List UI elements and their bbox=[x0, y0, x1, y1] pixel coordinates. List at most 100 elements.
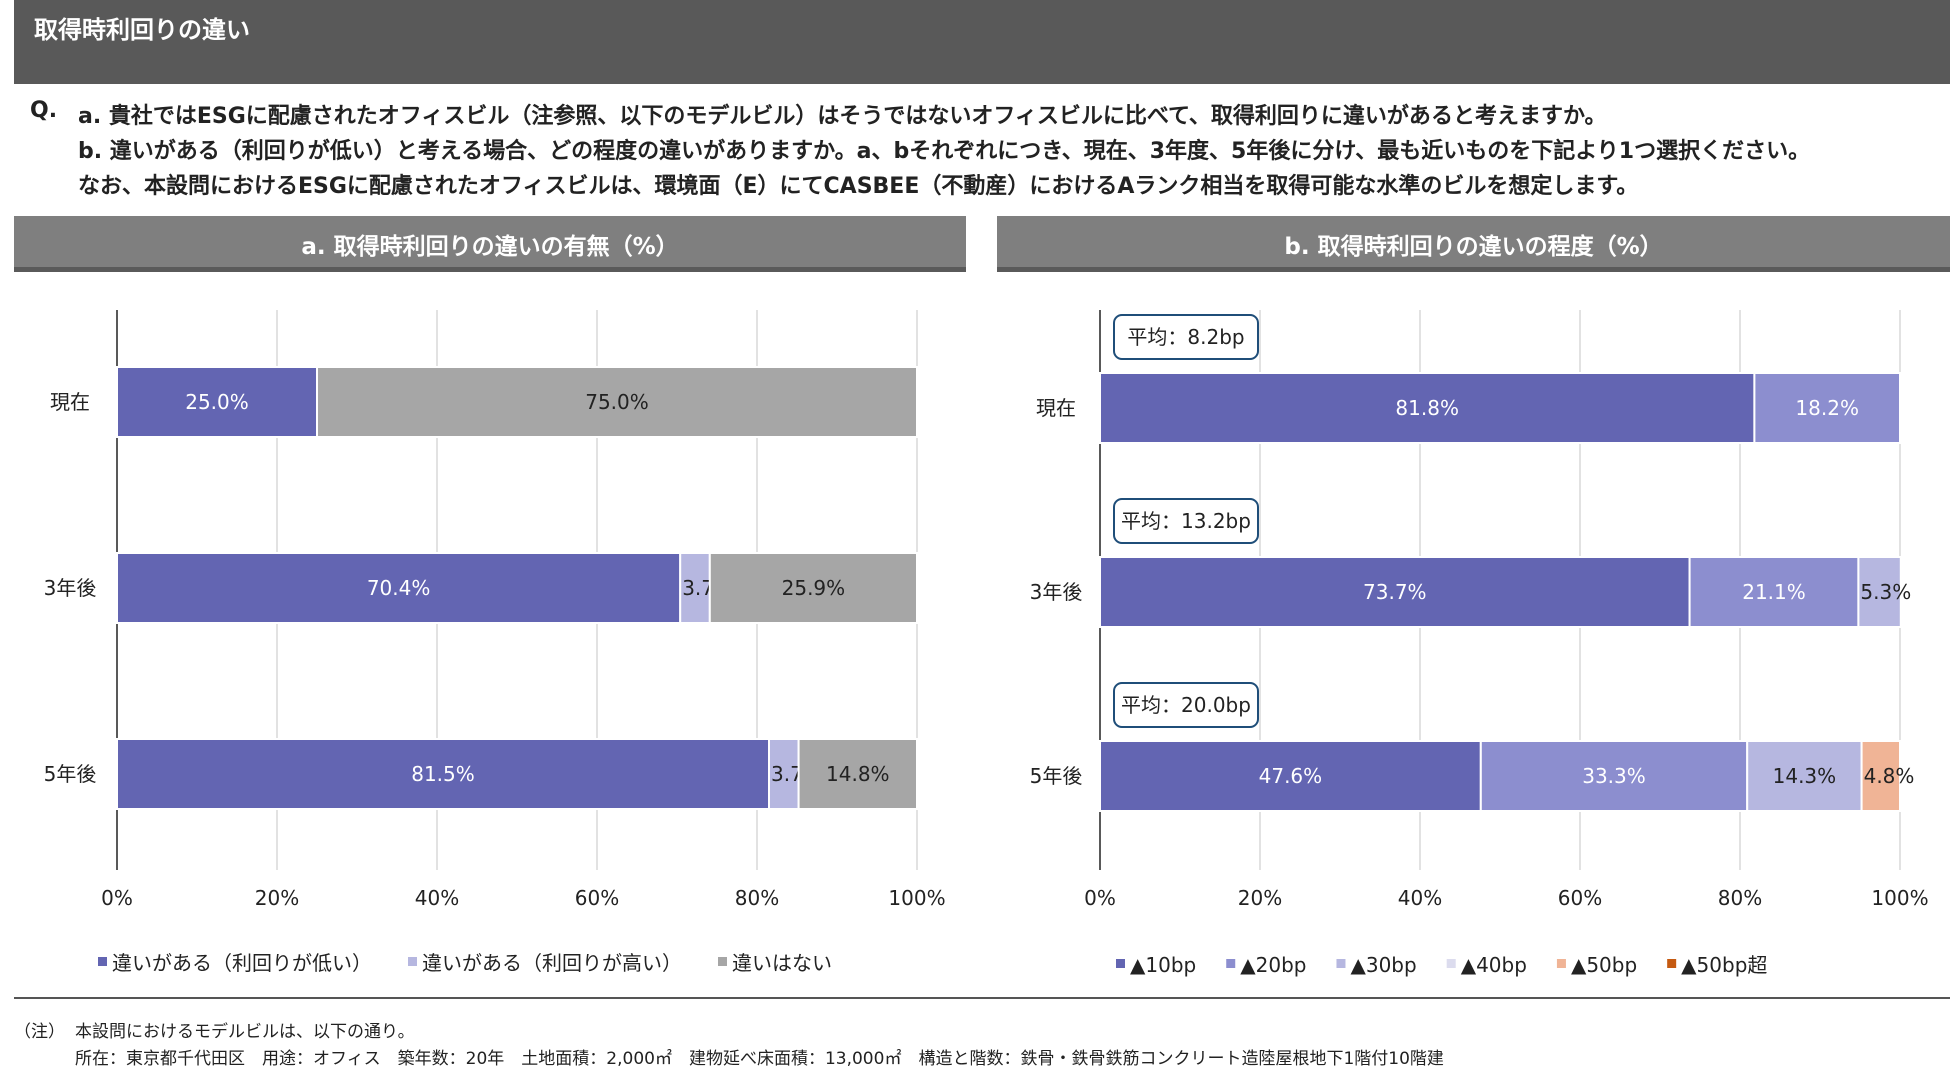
legend-item: 違いはない bbox=[718, 951, 832, 975]
data-label: 25.9% bbox=[782, 576, 846, 600]
x-tick-label: 40% bbox=[415, 886, 459, 910]
bar-segment bbox=[116, 366, 318, 438]
legend-item: 違いがある（利回りが高い） bbox=[408, 951, 682, 975]
bar-segment bbox=[316, 366, 918, 438]
average-badge-text: 平均：13.2bp bbox=[1121, 509, 1251, 533]
bar-segment bbox=[797, 738, 918, 810]
footnote-line-2: 所在：東京都千代田区 用途：オフィス 築年数：20年 土地面積：2,000㎡ 建… bbox=[75, 1049, 1444, 1069]
data-label: 5.3% bbox=[1860, 580, 1911, 604]
average-badge-text: 平均：20.0bp bbox=[1121, 693, 1251, 717]
question-line-1: a. 貴社ではESGに配慮されたオフィスビル（注参照、以下のモデルビル）はそうで… bbox=[78, 104, 1607, 129]
x-tick-label: 80% bbox=[1718, 886, 1762, 910]
bar-segment bbox=[1860, 740, 1901, 812]
x-tick-label: 80% bbox=[735, 886, 779, 910]
legend-swatch bbox=[1116, 959, 1125, 968]
x-tick-label: 20% bbox=[255, 886, 299, 910]
bar-segment bbox=[679, 552, 711, 624]
legend-label: 違いがある（利回りが低い） bbox=[112, 951, 372, 975]
bar-segment bbox=[1479, 740, 1749, 812]
legend-label: ▲10bp bbox=[1130, 953, 1196, 977]
average-badge-box bbox=[1113, 498, 1259, 544]
footnote-divider bbox=[14, 997, 1950, 999]
question-prefix: Q. bbox=[30, 98, 58, 123]
x-tick-label: 60% bbox=[1558, 886, 1602, 910]
legend-swatch bbox=[408, 957, 417, 966]
legend-item: ▲30bp bbox=[1336, 953, 1417, 977]
category-label: 3年後 bbox=[1030, 580, 1083, 604]
x-tick-label: 0% bbox=[101, 886, 133, 910]
category-label: 3年後 bbox=[44, 576, 97, 600]
average-badge: 平均：20.0bp bbox=[1113, 682, 1259, 728]
legend-item: ▲40bp bbox=[1446, 953, 1527, 977]
category-label: 5年後 bbox=[1030, 764, 1083, 788]
data-label: 70.4% bbox=[367, 576, 431, 600]
data-label: 14.8% bbox=[826, 762, 890, 786]
chart-a: 0% 20% 40% 60% 80% 100%現在 25.0% 75.0%3年後 70.4% 3.… bbox=[44, 310, 946, 975]
bar-segment bbox=[1753, 372, 1902, 444]
category-label: 現在 bbox=[50, 390, 90, 414]
data-label: 75.0% bbox=[585, 390, 649, 414]
panel-b-header: b. 取得時利回りの違いの程度（%） bbox=[997, 216, 1950, 272]
data-label: 33.3% bbox=[1582, 764, 1646, 788]
bar-segment bbox=[1099, 740, 1482, 812]
bar-segment bbox=[1099, 556, 1691, 628]
legend-item: 違いがある（利回りが低い） bbox=[98, 951, 372, 975]
title-bar: 取得時利回りの違い bbox=[14, 0, 1950, 84]
x-tick-label: 20% bbox=[1238, 886, 1282, 910]
question-line-2: b. 違いがある（利回りが低い）と考える場合、どの程度の違いがありますか。a、b… bbox=[78, 139, 1811, 164]
data-label: 18.2% bbox=[1795, 396, 1859, 420]
legend-label: ▲50bp bbox=[1571, 953, 1637, 977]
bar-segment bbox=[1857, 556, 1902, 628]
panel-a-header: a. 取得時利回りの違いの有無（%） bbox=[14, 216, 966, 272]
legend-swatch bbox=[1336, 959, 1346, 968]
category-label: 5年後 bbox=[44, 762, 97, 786]
question-line-3: なお、本設問におけるESGに配慮されたオフィスビルは、環境面（E）にてCASBE… bbox=[78, 174, 1639, 199]
legend-label: ▲30bp bbox=[1350, 953, 1416, 977]
bar-segment bbox=[1688, 556, 1860, 628]
page-title: 取得時利回りの違い bbox=[34, 16, 250, 44]
bar-segment bbox=[768, 738, 800, 810]
average-badge: 平均：8.2bp bbox=[1113, 314, 1259, 360]
legend-swatch bbox=[98, 957, 107, 966]
legend-item: ▲20bp bbox=[1226, 953, 1306, 977]
data-label: 21.1% bbox=[1742, 580, 1806, 604]
bar-segment bbox=[708, 552, 918, 624]
bar-segment bbox=[1099, 372, 1756, 444]
legend-label: 違いはない bbox=[732, 951, 832, 975]
chart-b: 0% 20% 40% 60% 80% 100% 現在 平均：8.2bp 81.8% 18.2% 3年… bbox=[1030, 310, 1929, 977]
data-label: 47.6% bbox=[1259, 764, 1323, 788]
data-label: 4.8% bbox=[1864, 764, 1915, 788]
footnote-label: （注） bbox=[14, 1022, 65, 1042]
legend-label: 違いがある（利回りが高い） bbox=[422, 951, 682, 975]
x-tick-label: 100% bbox=[888, 886, 945, 910]
x-tick-label: 60% bbox=[575, 886, 619, 910]
legend-item: ▲10bp bbox=[1116, 953, 1196, 977]
bar-segment bbox=[116, 738, 770, 810]
average-badge: 平均：13.2bp bbox=[1113, 498, 1259, 544]
data-label: 81.5% bbox=[411, 762, 475, 786]
legend-swatch bbox=[1667, 959, 1677, 968]
x-tick-label: 100% bbox=[1871, 886, 1928, 910]
panel-a-title: a. 取得時利回りの違いの有無（%） bbox=[301, 234, 679, 260]
average-badge-box bbox=[1113, 314, 1259, 360]
legend-label: ▲40bp bbox=[1461, 953, 1527, 977]
category-label: 現在 bbox=[1036, 396, 1076, 420]
legend-item: ▲50bp超 bbox=[1667, 953, 1767, 977]
data-label: 25.0% bbox=[185, 390, 249, 414]
legend-swatch bbox=[1556, 959, 1566, 968]
x-tick-label: 40% bbox=[1398, 886, 1442, 910]
data-label: 14.3% bbox=[1773, 764, 1837, 788]
legend-swatch bbox=[1446, 959, 1456, 968]
average-badge-box bbox=[1113, 682, 1259, 728]
legend-label: ▲20bp bbox=[1240, 953, 1306, 977]
panel-b-title: b. 取得時利回りの違いの程度（%） bbox=[1284, 234, 1663, 260]
legend-item: ▲50bp bbox=[1556, 953, 1637, 977]
data-label: 81.8% bbox=[1395, 396, 1459, 420]
data-label: 73.7% bbox=[1363, 580, 1427, 604]
x-tick-label: 0% bbox=[1084, 886, 1116, 910]
legend-swatch bbox=[718, 957, 727, 966]
legend-swatch bbox=[1226, 959, 1236, 968]
footnote-line-1: 本設問におけるモデルビルは、以下の通り。 bbox=[75, 1022, 415, 1042]
legend-label: ▲50bp超 bbox=[1681, 953, 1767, 977]
average-badge-text: 平均：8.2bp bbox=[1127, 325, 1244, 349]
